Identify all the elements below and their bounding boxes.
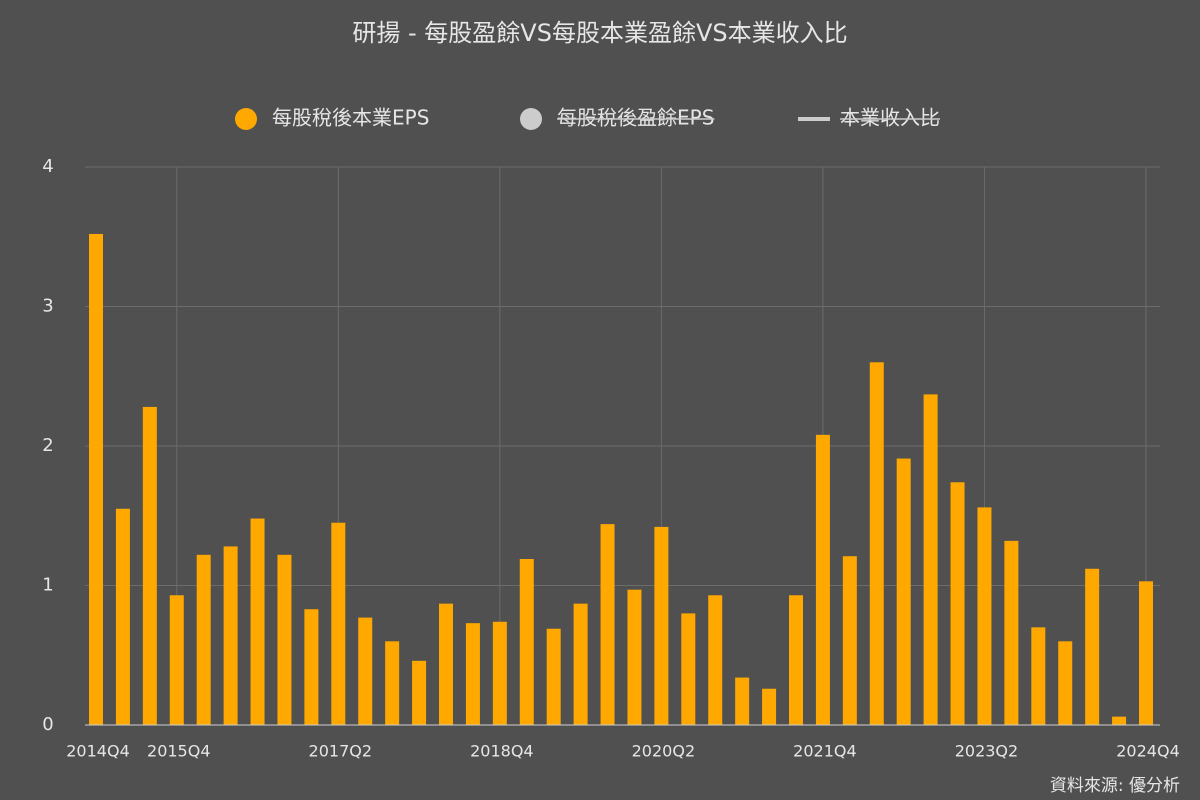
bar <box>412 660 427 725</box>
bar <box>681 613 696 725</box>
bar <box>600 524 615 725</box>
bar <box>1058 641 1073 725</box>
bar <box>708 595 723 725</box>
y-tick-label: 2 <box>42 435 53 456</box>
bar <box>89 233 103 725</box>
bar <box>277 554 292 725</box>
bar <box>1112 716 1127 725</box>
bar <box>1031 627 1046 725</box>
bar <box>196 554 211 725</box>
bar <box>223 546 238 725</box>
bar <box>439 603 453 725</box>
legend-symbol[interactable] <box>520 108 542 130</box>
x-tick-label: 2023Q2 <box>955 742 1019 761</box>
x-tick-label: 2018Q4 <box>470 742 534 761</box>
x-tick-label: 2017Q2 <box>309 742 373 761</box>
bar <box>869 362 884 725</box>
bar <box>735 677 750 725</box>
bar <box>169 595 184 725</box>
bar <box>465 623 480 725</box>
y-tick-label: 4 <box>42 156 53 177</box>
bar <box>654 526 669 725</box>
y-tick-label: 1 <box>42 575 53 596</box>
bar <box>492 621 507 725</box>
bar <box>304 609 319 725</box>
bar <box>142 406 157 725</box>
bar <box>789 595 803 725</box>
bar <box>627 589 642 725</box>
bar <box>896 458 911 725</box>
bar <box>519 558 534 725</box>
bar <box>573 603 588 725</box>
bar <box>815 434 830 725</box>
bar <box>385 641 400 725</box>
x-tick-label: 2015Q4 <box>147 742 211 761</box>
bar <box>115 508 130 725</box>
bar <box>842 556 857 725</box>
bar <box>331 522 346 725</box>
bar <box>923 394 938 725</box>
legend-label[interactable]: 本業收入比 <box>840 106 940 130</box>
x-tick-label: 2014Q4 <box>66 742 130 761</box>
bar <box>762 688 777 725</box>
bar <box>1004 540 1019 725</box>
y-tick-label: 0 <box>42 714 53 735</box>
chart-title: 研揚 - 每股盈餘VS每股本業盈餘VS本業收入比 <box>352 19 847 47</box>
x-tick-label: 2021Q4 <box>793 742 857 761</box>
bar <box>546 628 561 725</box>
bar <box>977 507 992 725</box>
x-tick-label: 2024Q4 <box>1116 742 1180 761</box>
legend-label[interactable]: 每股稅後盈餘EPS <box>557 106 714 130</box>
bar <box>1139 581 1153 725</box>
legend-symbol[interactable] <box>235 108 257 130</box>
legend-label[interactable]: 每股稅後本業EPS <box>272 106 429 130</box>
bar <box>250 518 265 725</box>
x-tick-label: 2020Q2 <box>632 742 696 761</box>
bar <box>1085 568 1100 725</box>
y-tick-label: 3 <box>42 296 53 317</box>
bar <box>950 482 965 725</box>
legend-symbol[interactable] <box>798 117 830 121</box>
source: 資料來源: 優分析 <box>1050 776 1180 796</box>
bar <box>358 617 373 725</box>
